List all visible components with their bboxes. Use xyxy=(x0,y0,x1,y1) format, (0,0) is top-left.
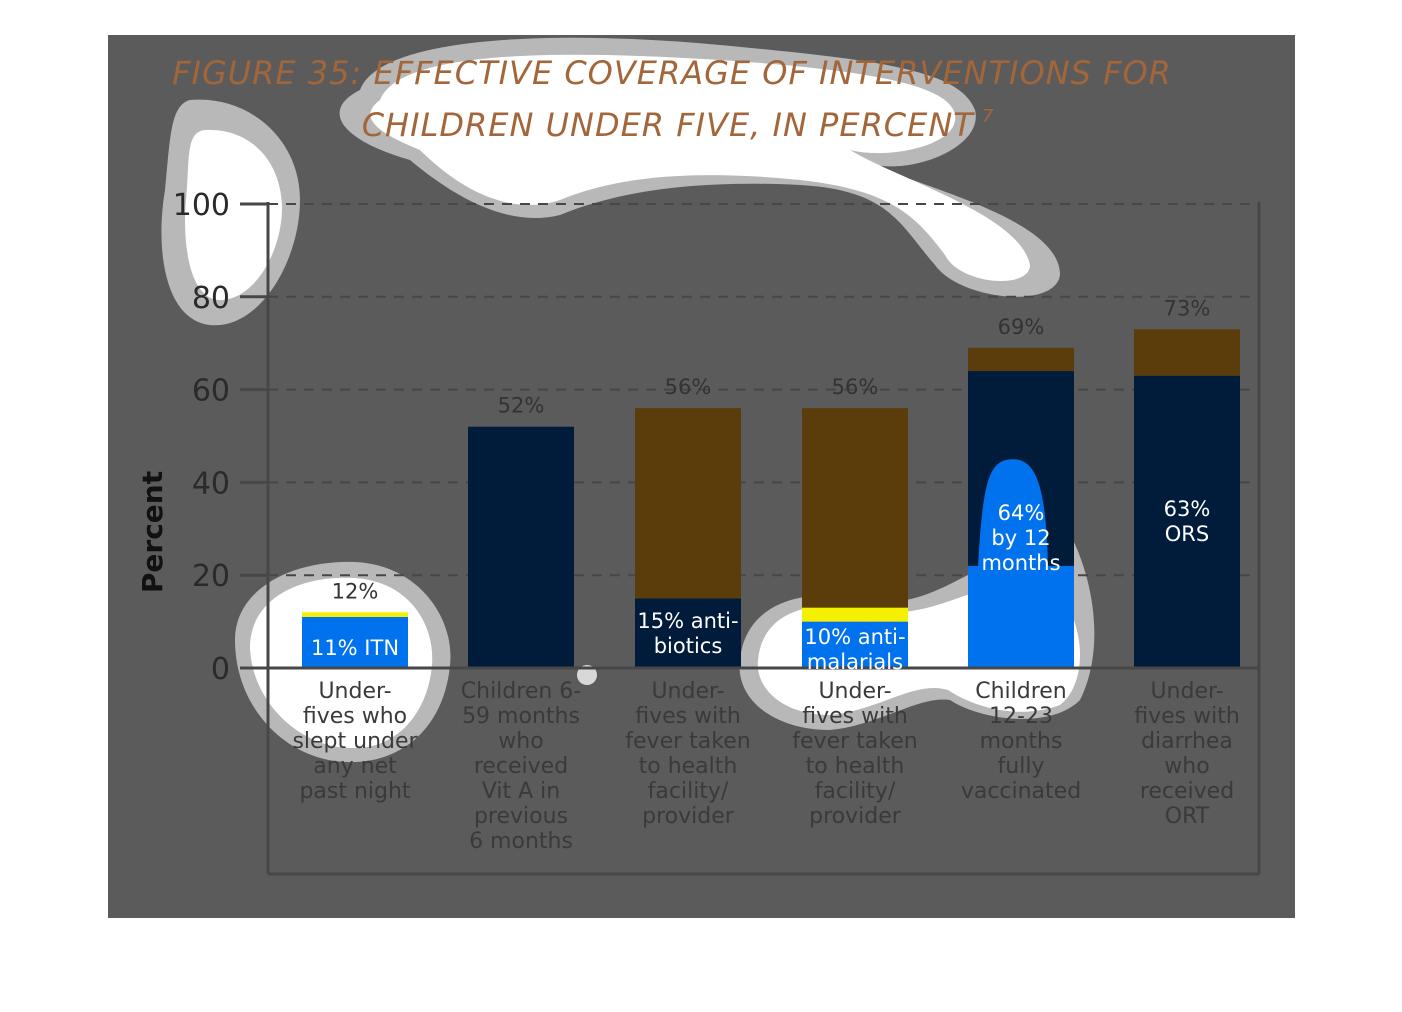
x-category-label: any net xyxy=(313,754,397,779)
bar-additional xyxy=(635,408,741,599)
bar-effective xyxy=(802,621,908,668)
bar-effective xyxy=(302,616,408,668)
y-tick-label: 40 xyxy=(192,466,230,501)
bars xyxy=(302,329,1240,668)
chart-text: 0 20 40 60 80 100 12% 52% 56% 56% 69% 73% 11% ITN 15%… xyxy=(173,188,1240,854)
x-category-label: received xyxy=(474,754,568,779)
x-category-label: diarrhea xyxy=(1141,729,1233,754)
x-category-label: Under- xyxy=(1150,679,1223,704)
chart-title-line1: FIGURE 35: EFFECTIVE COVERAGE OF INTERVE… xyxy=(172,54,1172,92)
bar-inner-label: malarials xyxy=(807,650,903,674)
bar-inner-label: biotics xyxy=(654,634,723,658)
bar-inner-label: 15% anti- xyxy=(637,609,738,633)
bar-total-label: 52% xyxy=(498,394,545,418)
title-superscript: 7 xyxy=(982,106,994,127)
x-category-label: ORT xyxy=(1165,804,1210,829)
x-category-label: 12-23 xyxy=(989,704,1053,729)
chart-title-line2-text: CHILDREN UNDER FIVE, IN PERCENT xyxy=(362,106,976,144)
chart-title-line2: CHILDREN UNDER FIVE, IN PERCENT 7 xyxy=(362,106,995,144)
x-category-label: facility/ xyxy=(648,779,729,804)
bar-additional xyxy=(802,408,908,622)
x-category-label: vaccinated xyxy=(961,779,1081,804)
y-tick-label: 80 xyxy=(192,281,230,316)
bar-inner-label: months xyxy=(981,551,1060,575)
x-category-label: past night xyxy=(299,779,410,804)
bar-inner-label: by 12 xyxy=(991,526,1050,550)
bar-total-label: 12% xyxy=(332,579,379,603)
bar-inner-label: 63% xyxy=(1164,497,1211,521)
x-category-label: who xyxy=(1164,754,1209,779)
bar-total-label: 56% xyxy=(665,375,712,399)
x-category-label: fever taken xyxy=(792,729,917,754)
x-category-label: Children xyxy=(975,679,1067,704)
bar-additional xyxy=(302,612,408,617)
light-dot xyxy=(577,665,597,685)
y-tick-label: 100 xyxy=(173,188,230,223)
bar-total-label: 69% xyxy=(998,315,1045,339)
x-category-label: fever taken xyxy=(625,729,750,754)
bar-inner-label: 11% ITN xyxy=(311,636,399,660)
bar-highlight-blue xyxy=(968,565,1074,668)
y-tick-label: 0 xyxy=(211,652,230,687)
x-category-label: fully xyxy=(998,754,1045,779)
white-blob-title xyxy=(370,54,1030,282)
x-category-label: 59 months xyxy=(462,704,580,729)
x-category-label: fives with xyxy=(802,704,908,729)
x-category-label: Under- xyxy=(318,679,391,704)
axes xyxy=(240,202,1261,876)
x-category-label: slept under xyxy=(292,729,418,754)
x-category-label: Under- xyxy=(818,679,891,704)
bar-highlight-yellow xyxy=(802,607,908,622)
x-category-label: provider xyxy=(642,804,735,829)
x-category-label: to health xyxy=(806,754,905,779)
x-category-label: received xyxy=(1140,779,1234,804)
bar-highlight-blue-top xyxy=(978,459,1048,566)
y-tick-label: 20 xyxy=(192,559,230,594)
x-category-label: 6 months xyxy=(469,829,573,854)
x-category-label: who xyxy=(498,729,543,754)
gridlines xyxy=(268,203,1259,577)
bar-additional xyxy=(1134,329,1240,376)
x-category-label: provider xyxy=(809,804,902,829)
bar-additional xyxy=(968,347,1074,372)
x-category-label: to health xyxy=(639,754,738,779)
x-category-label: previous xyxy=(474,804,568,829)
x-category-label: facility/ xyxy=(815,779,896,804)
y-tick-label: 60 xyxy=(192,374,230,409)
y-axis-label: Percent xyxy=(136,471,169,593)
x-category-label: Children 6- xyxy=(461,679,581,704)
x-category-label: fives with xyxy=(1134,704,1240,729)
bar-inner-label: 10% anti- xyxy=(804,625,905,649)
bar-inner-label: ORS xyxy=(1165,522,1209,546)
white-blob-left xyxy=(185,129,283,300)
bar-inner-label: 64% xyxy=(998,501,1045,525)
x-category-label: Under- xyxy=(651,679,724,704)
bar-total-label: 73% xyxy=(1164,296,1211,320)
bar-effective xyxy=(1134,375,1240,668)
x-category-label: months xyxy=(980,729,1063,754)
bar-effective xyxy=(468,426,574,668)
bar-effective xyxy=(635,598,741,668)
x-category-label: Vit A in xyxy=(482,779,560,804)
bar-total-label: 56% xyxy=(832,375,879,399)
x-category-label: fives who xyxy=(303,704,407,729)
x-category-label: fives with xyxy=(635,704,741,729)
